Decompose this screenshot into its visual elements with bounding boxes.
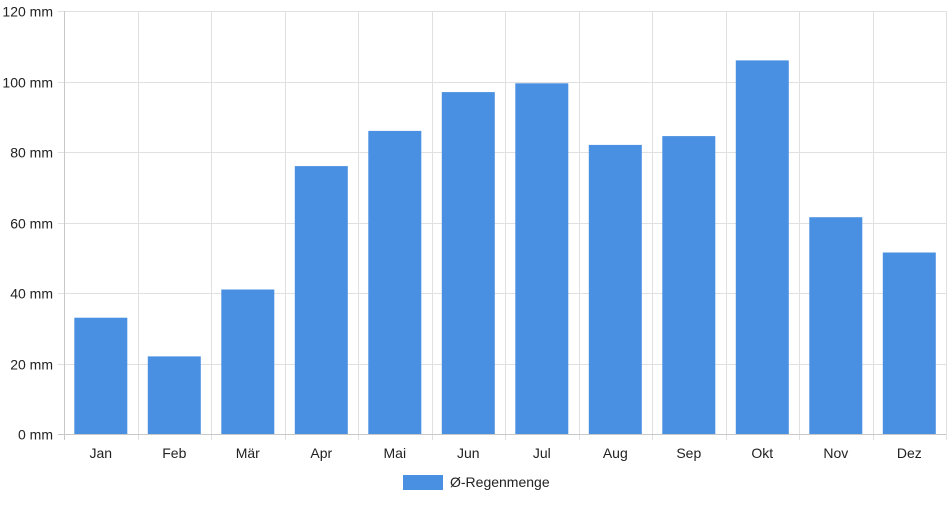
- y-tick-label: 80 mm: [10, 145, 53, 161]
- x-tick-label: Dez: [897, 445, 922, 461]
- bar-feb: [147, 356, 201, 434]
- bar-layer: [74, 60, 936, 435]
- x-tick-label: Okt: [751, 445, 773, 461]
- x-tick-label: Mai: [384, 445, 407, 461]
- legend[interactable]: Ø-Regenmenge: [403, 474, 550, 490]
- bar-jul: [515, 83, 569, 435]
- y-tick-label: 40 mm: [10, 286, 53, 302]
- legend-label[interactable]: Ø-Regenmenge: [450, 474, 550, 490]
- x-tick-label: Mär: [236, 445, 260, 461]
- x-tick-label: Apr: [310, 445, 332, 461]
- grid-layer: [58, 11, 947, 440]
- axis-layer: 0 mm 20 mm 40 mm 60 mm 80 mm 100 mm 120 mm Jan F…: [2, 4, 946, 461]
- bar-okt: [735, 60, 789, 435]
- bar-aug: [588, 144, 642, 434]
- y-tick-label: 60 mm: [10, 216, 53, 232]
- y-tick-label: 0 mm: [18, 427, 53, 443]
- x-tick-label: Feb: [162, 445, 186, 461]
- x-tick-label: Sep: [676, 445, 701, 461]
- x-tick-label: Jun: [457, 445, 480, 461]
- x-tick-label: Nov: [823, 445, 848, 461]
- legend-swatch[interactable]: [403, 475, 443, 490]
- bar-jan: [74, 317, 128, 434]
- bar-jun: [441, 92, 495, 434]
- y-tick-label: 20 mm: [10, 357, 53, 373]
- x-tick-label: Jul: [533, 445, 551, 461]
- y-tick-label: 120 mm: [2, 4, 53, 20]
- x-tick-label: Jan: [90, 445, 113, 461]
- y-tick-label: 100 mm: [2, 75, 53, 91]
- bar-sep: [662, 136, 716, 434]
- bar-nov: [809, 217, 863, 434]
- bar-dez: [882, 252, 936, 434]
- bar-apr: [294, 166, 348, 434]
- bar-mai: [368, 130, 422, 434]
- x-tick-label: Aug: [603, 445, 628, 461]
- bar-mär: [221, 289, 275, 434]
